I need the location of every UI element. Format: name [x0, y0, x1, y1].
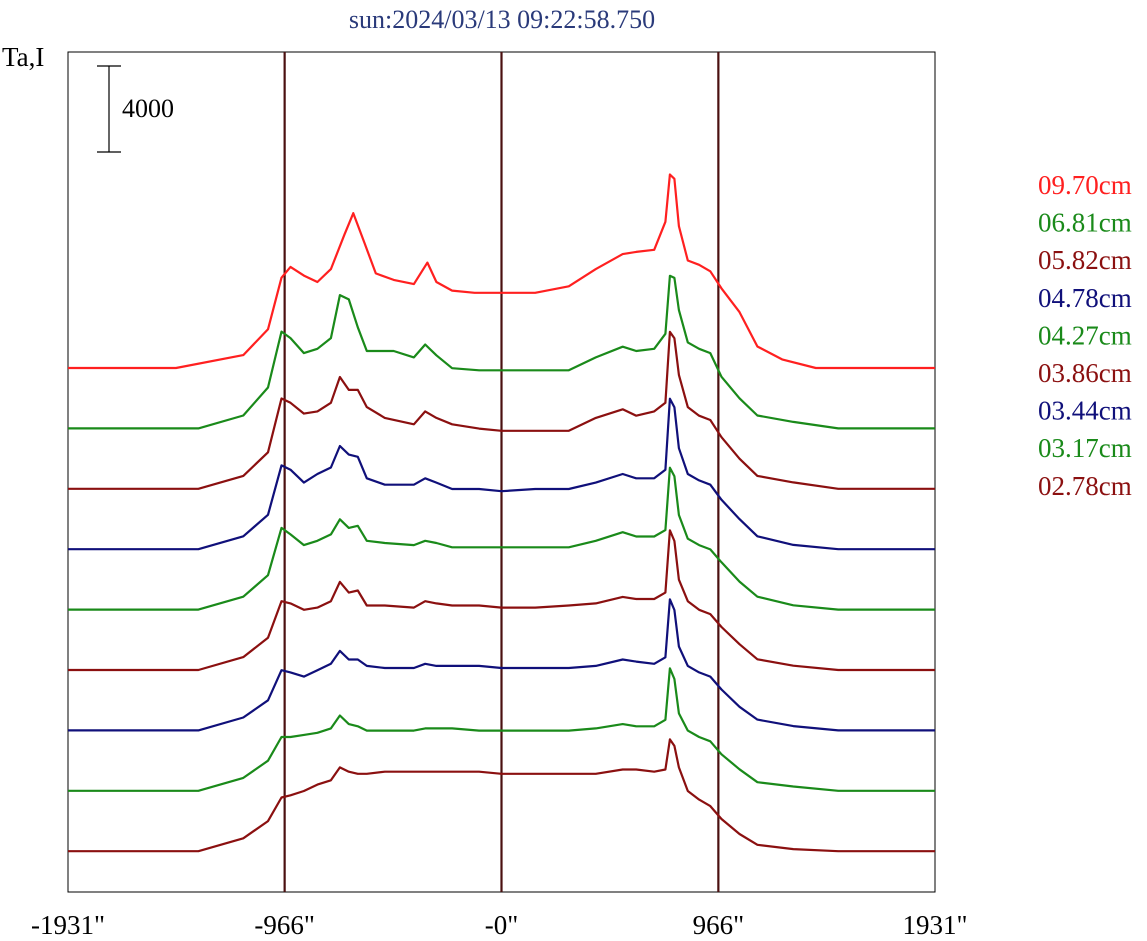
- series-line-02.78cm: [68, 738, 935, 853]
- x-tick-label: -0": [485, 910, 519, 940]
- scale-bar-label: 4000: [122, 94, 174, 123]
- scale-bar: 4000: [97, 65, 174, 153]
- x-tick-label: -1931": [31, 910, 105, 940]
- legend-entry: 03.17cm: [1038, 433, 1132, 463]
- legend: 09.70cm 06.81cm 05.82cm 04.78cm 04.27cm 03.86…: [1038, 170, 1132, 501]
- chart-title: sun:2024/03/13 09:22:58.750: [349, 5, 655, 34]
- legend-entry: 05.82cm: [1038, 245, 1132, 275]
- y-axis-label: Ta,I: [2, 42, 44, 72]
- x-tick-label: -966": [254, 910, 315, 940]
- series-line-03.44cm: [68, 598, 935, 732]
- series-line-04.27cm: [68, 466, 935, 611]
- x-tick-labels: -1931" -966" -0" 966" 1931": [31, 910, 968, 940]
- legend-entry: 06.81cm: [1038, 208, 1132, 238]
- legend-entry: 04.78cm: [1038, 283, 1132, 313]
- series-line-06.81cm: [68, 274, 935, 430]
- legend-entry: 04.27cm: [1038, 320, 1132, 350]
- x-tick-label: 966": [693, 910, 745, 940]
- x-tick-label: 1931": [902, 910, 967, 940]
- series-line-04.78cm: [68, 397, 935, 551]
- series-line-03.86cm: [68, 529, 935, 672]
- series-line-03.17cm: [68, 667, 935, 792]
- legend-entry: 03.86cm: [1038, 358, 1132, 388]
- series-line-05.82cm: [68, 330, 935, 490]
- legend-entry: 03.44cm: [1038, 396, 1132, 426]
- series-layer: [68, 173, 935, 853]
- series-line-09.70cm: [68, 173, 935, 370]
- legend-entry: 02.78cm: [1038, 471, 1132, 501]
- legend-entry: 09.70cm: [1038, 170, 1132, 200]
